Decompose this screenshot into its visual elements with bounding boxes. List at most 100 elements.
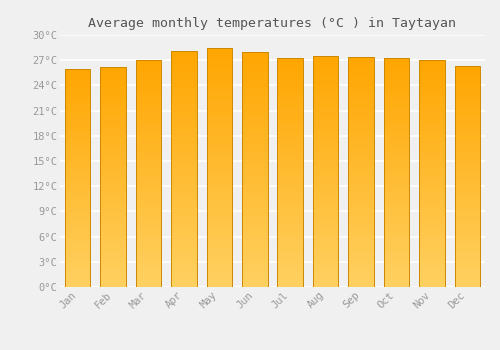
Bar [136,241,162,244]
Bar [278,92,303,95]
Bar [454,135,480,138]
Bar [100,281,126,284]
Bar [100,257,126,259]
Bar [206,48,232,287]
Bar [65,262,90,265]
Bar [136,228,162,230]
Bar [100,188,126,191]
Bar [171,166,196,169]
Bar [100,67,126,70]
Bar [206,170,232,173]
Bar [100,210,126,213]
Bar [454,196,480,199]
Bar [313,261,338,264]
Bar [136,114,162,117]
Bar [171,204,196,207]
Bar [454,154,480,157]
Bar [242,152,268,155]
Bar [242,260,268,264]
Bar [419,228,444,230]
Bar [313,85,338,88]
Bar [348,112,374,114]
Bar [136,219,162,222]
Bar [419,111,444,114]
Bar [100,97,126,100]
Bar [384,126,409,130]
Bar [384,69,409,72]
Bar [384,144,409,147]
Bar [384,72,409,75]
Bar [65,197,90,199]
Bar [419,236,444,239]
Bar [171,54,196,57]
Bar [313,270,338,273]
Bar [313,229,338,232]
Bar [171,163,196,166]
Bar [419,253,444,256]
Bar [171,148,196,151]
Bar [313,146,338,148]
Bar [454,146,480,149]
Bar [278,227,303,230]
Bar [419,259,444,261]
Bar [242,163,268,167]
Bar [242,255,268,258]
Bar [384,198,409,201]
Bar [348,270,374,273]
Bar [419,284,444,287]
Bar [454,273,480,276]
Bar [454,276,480,279]
Bar [278,247,303,250]
Bar [348,281,374,284]
Bar [348,68,374,71]
Bar [206,117,232,119]
Bar [278,104,303,106]
Bar [348,60,374,63]
Bar [419,60,444,63]
Bar [100,100,126,103]
Bar [419,179,444,182]
Bar [206,113,232,117]
Bar [313,255,338,258]
Bar [419,63,444,66]
Bar [206,284,232,287]
Bar [100,265,126,268]
Bar [278,164,303,167]
Bar [171,231,196,234]
Bar [419,71,444,75]
Bar [454,199,480,201]
Bar [206,281,232,284]
Bar [65,71,90,74]
Bar [313,200,338,203]
Bar [136,236,162,239]
Bar [136,225,162,228]
Bar [136,179,162,182]
Bar [100,94,126,97]
Bar [313,275,338,278]
Bar [242,75,268,78]
Bar [242,196,268,199]
Bar [206,176,232,179]
Bar [100,125,126,127]
Bar [242,158,268,161]
Bar [454,254,480,257]
Bar [454,243,480,246]
Bar [348,89,374,91]
Bar [313,246,338,250]
Bar [65,129,90,131]
Bar [100,240,126,243]
Bar [419,80,444,83]
Bar [454,119,480,121]
Bar [171,89,196,92]
Bar [384,130,409,132]
Bar [419,185,444,188]
Bar [242,237,268,240]
Bar [65,85,90,88]
Bar [348,152,374,155]
Bar [171,136,196,139]
Bar [348,201,374,204]
Bar [100,89,126,92]
Bar [384,158,409,161]
Bar [242,84,268,87]
Bar [419,137,444,140]
